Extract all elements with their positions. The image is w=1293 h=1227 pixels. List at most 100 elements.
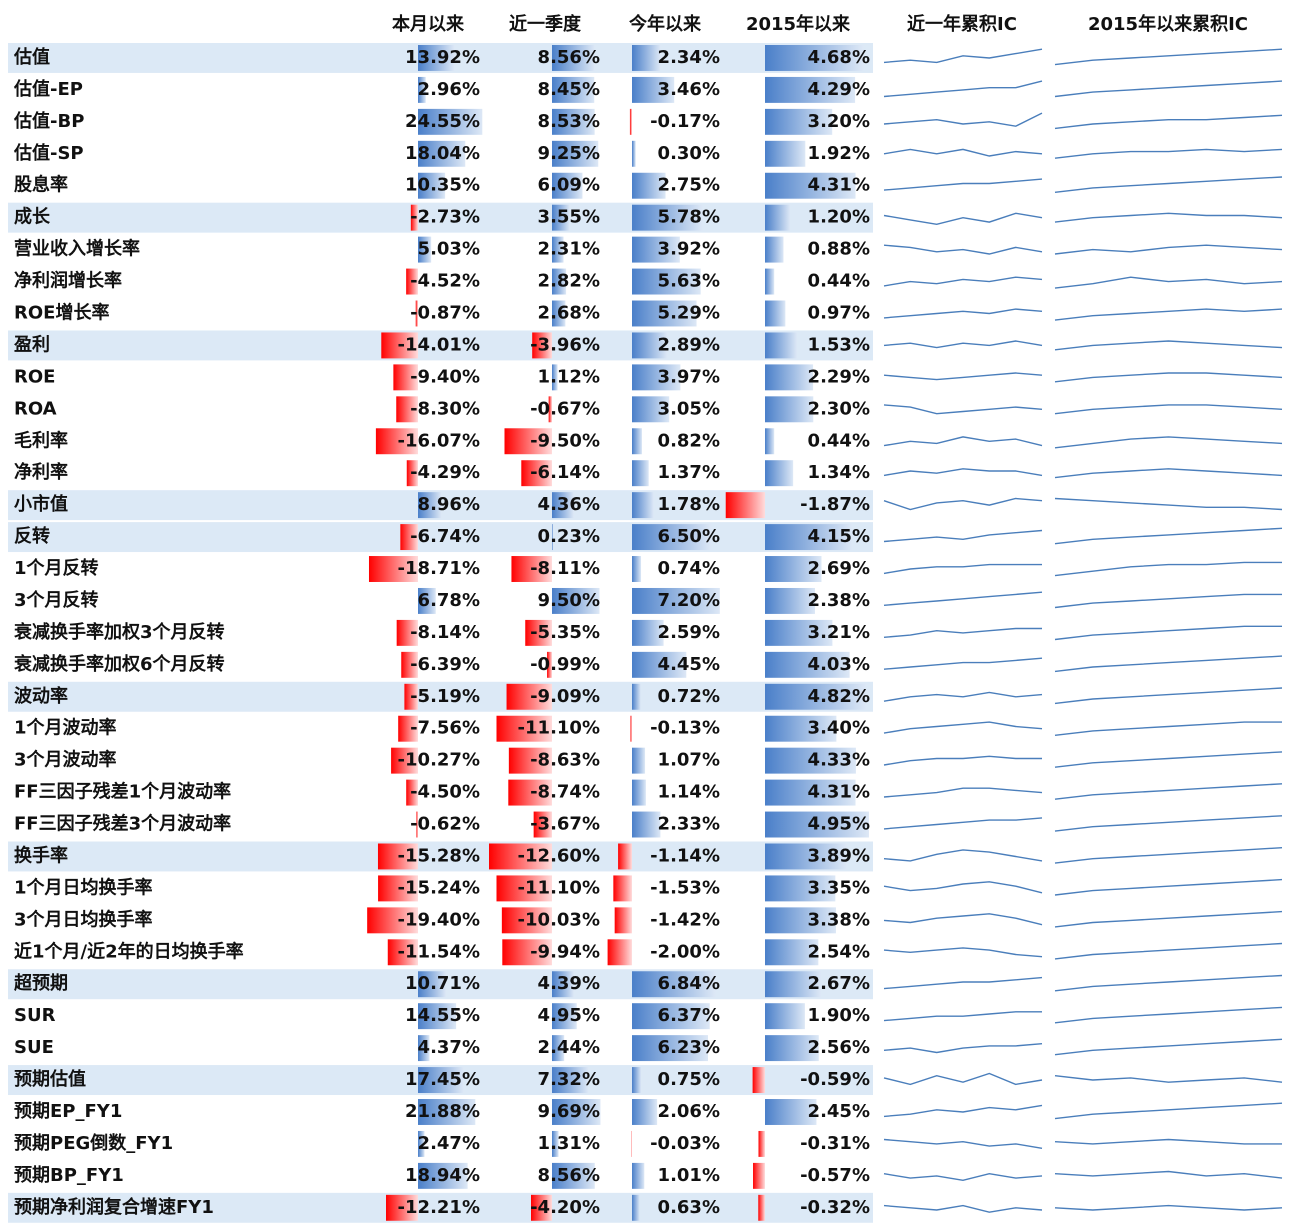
data-bar	[401, 651, 418, 678]
value-label: 0.88%	[808, 239, 870, 260]
value-label: 1.92%	[808, 143, 870, 164]
data-bar	[765, 460, 794, 487]
row-highlight	[8, 841, 873, 872]
row-highlight	[8, 681, 873, 712]
sparkline	[1054, 783, 1283, 800]
data-bar	[632, 428, 643, 455]
sparkline	[1054, 1138, 1282, 1145]
value-label: 2.33%	[658, 814, 720, 835]
data-bar	[418, 45, 455, 71]
data-bar	[765, 332, 798, 359]
data-bar	[418, 1035, 430, 1062]
value-label: 3.46%	[658, 79, 720, 100]
sparkline	[1054, 148, 1283, 159]
data-bar	[387, 939, 418, 966]
data-bar	[552, 971, 574, 998]
value-label: 2.67%	[808, 973, 870, 994]
factor-name: 毛利率	[14, 429, 68, 451]
data-bar	[632, 76, 675, 103]
value-label: 0.63%	[658, 1197, 720, 1218]
value-label: -8.63%	[530, 750, 600, 771]
value-label: 4.15%	[808, 526, 870, 547]
value-label: 18.94%	[405, 1165, 480, 1186]
sparkline	[1054, 687, 1283, 705]
value-label: -2.73%	[410, 207, 480, 228]
factor-name: 换手率	[14, 844, 68, 866]
value-label: 8.96%	[418, 494, 480, 515]
value-label: 0.23%	[538, 526, 600, 547]
factor-name: SUE	[14, 1037, 54, 1058]
data-bar	[418, 971, 447, 998]
data-bar	[632, 1003, 710, 1030]
data-bar	[410, 204, 418, 231]
data-bar	[501, 907, 552, 934]
value-label: 1.07%	[658, 750, 720, 771]
sparkline	[883, 691, 1043, 702]
sparkline	[883, 112, 1043, 127]
data-bar	[632, 140, 636, 167]
data-bar	[396, 619, 418, 646]
factor-name: 波动率	[14, 685, 68, 707]
sparkline	[1054, 655, 1283, 673]
value-label: 3.20%	[808, 111, 870, 132]
data-bar	[765, 396, 814, 423]
value-label: -6.39%	[410, 654, 480, 675]
sparkline	[1054, 815, 1283, 832]
sparkline	[883, 591, 1043, 606]
data-bar	[752, 1067, 765, 1094]
value-label: 5.63%	[658, 271, 720, 292]
sparkline	[883, 276, 1043, 287]
data-bar	[406, 268, 418, 295]
column-header: 2015年以来	[746, 13, 851, 35]
value-label: 6.23%	[658, 1037, 720, 1058]
data-bar	[632, 364, 681, 391]
value-label: 4.39%	[538, 973, 600, 994]
value-label: 6.37%	[658, 1005, 720, 1026]
data-bar	[496, 875, 552, 902]
data-bar	[552, 45, 595, 71]
row-highlight	[8, 522, 873, 553]
value-label: 1.31%	[538, 1133, 600, 1154]
data-bar	[632, 1194, 640, 1221]
data-bar	[632, 587, 720, 614]
data-bar	[632, 492, 654, 519]
value-label: 4.95%	[808, 814, 870, 835]
factor-name: ROE	[14, 366, 55, 387]
value-label: 4.45%	[658, 654, 720, 675]
data-bar	[533, 811, 552, 838]
value-label: 2.75%	[658, 175, 720, 196]
value-label: 2.06%	[658, 1101, 720, 1122]
data-bar	[552, 587, 600, 614]
data-bar	[552, 268, 567, 295]
sparkline	[883, 244, 1043, 255]
data-bar	[418, 1162, 468, 1189]
data-bar	[765, 747, 856, 774]
value-label: -15.24%	[398, 877, 480, 898]
value-label: -6.74%	[410, 526, 480, 547]
value-label: 2.29%	[808, 366, 870, 387]
data-bar	[552, 1035, 565, 1062]
value-label: 2.47%	[418, 1133, 480, 1154]
sparkline	[883, 372, 1043, 381]
sparkline	[1054, 751, 1283, 768]
value-label: 10.35%	[405, 175, 480, 196]
data-bar	[632, 460, 649, 487]
sparkline	[1054, 1170, 1283, 1179]
value-label: -2.00%	[650, 941, 720, 962]
data-bar	[758, 1194, 765, 1221]
value-label: 1.34%	[808, 462, 870, 483]
value-label: 4.33%	[808, 750, 870, 771]
sparkline	[1054, 847, 1283, 864]
data-bar	[765, 172, 856, 199]
value-label: 24.55%	[405, 111, 480, 132]
value-label: 4.37%	[418, 1037, 480, 1058]
data-bar	[632, 1162, 645, 1189]
data-bar	[367, 907, 418, 934]
value-label: 2.89%	[658, 334, 720, 355]
data-bar	[632, 556, 642, 582]
factor-name: 净利率	[14, 461, 68, 483]
value-label: -0.99%	[530, 654, 600, 675]
data-bar	[552, 364, 558, 391]
sparkline	[1054, 1075, 1283, 1083]
data-bar	[375, 428, 418, 455]
